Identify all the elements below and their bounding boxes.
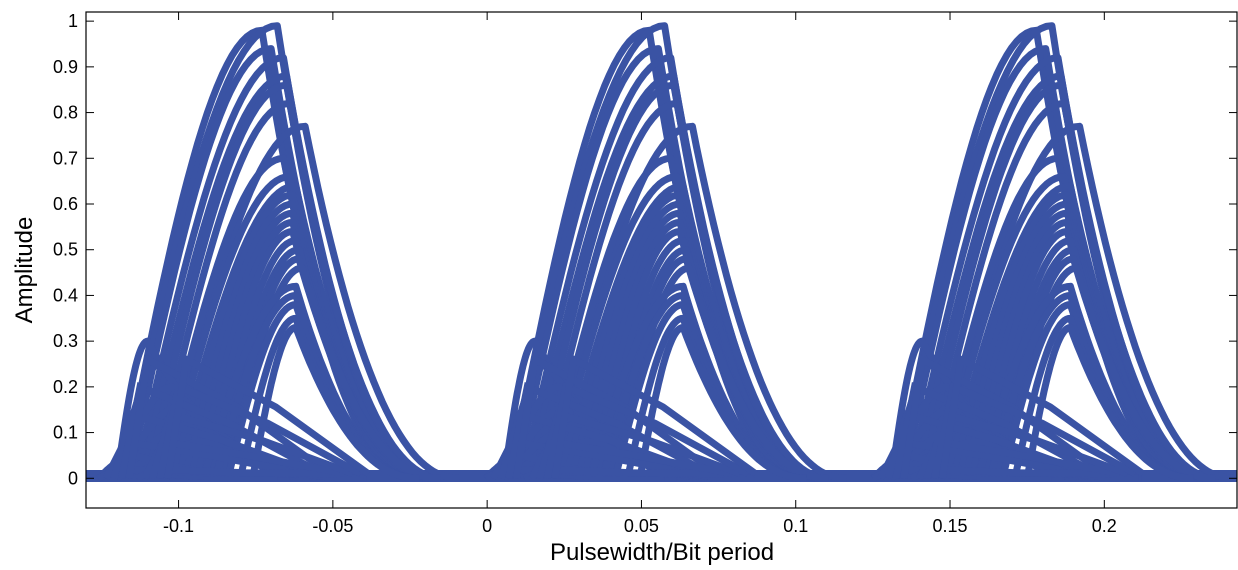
pulse-trace: [999, 264, 1216, 482]
x-tick-label: 0.1: [783, 516, 808, 536]
y-tick-label: 0.3: [53, 331, 78, 351]
pulse-trace: [224, 264, 441, 482]
pulse-trace: [1023, 323, 1194, 482]
x-axis-title: Pulsewidth/Bit period: [550, 539, 774, 566]
noise-trace: [551, 354, 758, 479]
x-tick-label: 0: [482, 516, 492, 536]
y-tick-label: 0.7: [53, 148, 78, 168]
noise-trace: [900, 354, 1107, 479]
noise-trace: [148, 409, 355, 480]
pulse-trace: [150, 99, 445, 482]
y-tick-label: 0: [68, 468, 78, 488]
noise-trace: [528, 437, 734, 480]
noise-trace: [164, 354, 371, 479]
noise-trace: [931, 382, 1137, 479]
noise-trace: [916, 437, 1121, 480]
noise-trace: [543, 382, 750, 479]
noise-trace: [156, 382, 363, 479]
y-tick-label: 0.5: [53, 240, 78, 260]
y-tick-label: 0.9: [53, 57, 78, 77]
x-tick-label: 0.05: [624, 516, 659, 536]
noise-trace: [536, 409, 742, 480]
pulse-trace: [924, 99, 1219, 482]
plot-frame: [85, 11, 1238, 509]
pulse-trace: [636, 323, 807, 482]
ticks-layer: -0.1 -0.05 0 0.05 0.1 0.15 0.2 0 0.1 0.2 0.3 0.4 0.5…: [53, 11, 1237, 536]
y-tick-label: 0.6: [53, 194, 78, 214]
y-tick-label: 0.4: [53, 285, 78, 305]
x-tick-label: -0.1: [163, 516, 194, 536]
y-tick-label: 1: [68, 11, 78, 31]
noise-trace: [125, 354, 332, 479]
pulse-trace: [537, 99, 832, 482]
pulse-trace: [611, 264, 829, 482]
noise-trace: [938, 354, 1145, 479]
x-tick-label: 0.15: [932, 516, 967, 536]
x-tick-label: -0.05: [312, 516, 353, 536]
noise-trace: [513, 354, 720, 479]
y-axis-title: Amplitude: [11, 217, 38, 324]
series-layer: [86, 22, 1237, 482]
noise-trace: [141, 437, 346, 480]
y-tick-label: 0.1: [53, 423, 78, 443]
pulse-trace: [249, 323, 420, 482]
noise-trace: [923, 409, 1129, 480]
x-tick-label: 0.2: [1092, 516, 1117, 536]
y-tick-label: 0.8: [53, 103, 78, 123]
y-tick-label: 0.2: [53, 377, 78, 397]
